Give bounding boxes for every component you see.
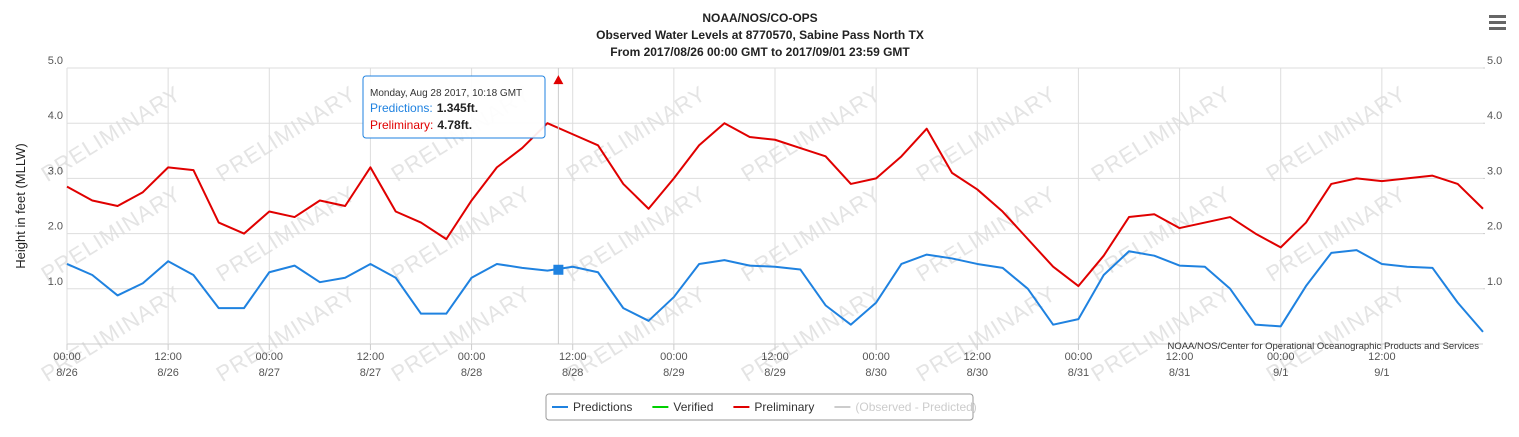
x-tick-label: 12:00 8/30 <box>964 351 992 379</box>
y2-tick-label: 5.0 <box>1487 55 1502 67</box>
legend-label: Verified <box>673 400 713 414</box>
legend-item[interactable]: (Observed - Predicted) <box>834 400 977 414</box>
y-axis-label: Height in feet (MLLW) <box>13 143 28 268</box>
watermark: PRELIMINARY <box>1262 81 1411 187</box>
legend-label: (Observed - Predicted) <box>855 400 976 414</box>
y-tick-label: 3.0 <box>48 165 63 177</box>
x-tick-label: 12:00 8/31 <box>1166 351 1194 379</box>
watermark: PRELIMINARY <box>562 81 711 187</box>
x-tick-label: 00:00 8/31 <box>1065 351 1093 379</box>
x-tick-label: 00:00 8/29 <box>660 351 688 379</box>
legend-label: Predictions <box>573 400 632 414</box>
legend-box <box>545 393 974 421</box>
x-tick-label: 00:00 8/27 <box>256 351 284 379</box>
x-tick-label: 00:00 9/1 <box>1267 351 1295 379</box>
watermark: PRELIMINARY <box>1087 281 1236 387</box>
legend-item[interactable]: Preliminary <box>733 400 814 414</box>
series-line <box>66 122 1484 288</box>
series-line <box>66 249 1484 333</box>
x-tick-label: 12:00 8/27 <box>357 351 385 379</box>
y2-tick-label: 2.0 <box>1487 221 1502 233</box>
watermark: PRELIMINARY <box>212 81 361 187</box>
x-tick-label: 12:00 8/29 <box>761 351 789 379</box>
tooltip-name: Preliminary: <box>370 118 433 132</box>
watermark: PRELIMINARY <box>737 281 886 387</box>
hover-marker <box>553 264 564 275</box>
tooltip-box <box>362 75 546 139</box>
chart-subtitle: From 2017/08/26 00:00 GMT to 2017/09/01 … <box>610 45 910 59</box>
x-tick-label: 00:00 8/28 <box>458 351 486 379</box>
tooltip-value: 4.78ft. <box>437 118 472 132</box>
menu-bar <box>1489 21 1506 24</box>
watermark: PRELIMINARY <box>912 81 1061 187</box>
tooltip-value: 1.345ft. <box>437 101 478 115</box>
y-tick-label: 1.0 <box>48 276 63 288</box>
credit: NOAA/NOS/Center for Operational Oceanogr… <box>1167 341 1479 352</box>
x-tick-label: 00:00 8/30 <box>862 351 890 379</box>
legend-item[interactable]: Predictions <box>552 400 632 414</box>
y-tick-label: 5.0 <box>48 55 63 67</box>
menu-bar <box>1489 15 1506 18</box>
hover-marker <box>553 75 564 85</box>
menu-bar <box>1489 27 1506 30</box>
y2-tick-label: 1.0 <box>1487 276 1502 288</box>
y-tick-label: 4.0 <box>48 110 63 122</box>
chart-title: NOAA/NOS/CO-OPS <box>702 11 817 25</box>
tooltip-name: Predictions: <box>370 101 433 115</box>
watermark: PRELIMINARY <box>562 281 711 387</box>
y2-tick-label: 3.0 <box>1487 165 1502 177</box>
chart-subtitle: Observed Water Levels at 8770570, Sabine… <box>596 28 924 42</box>
watermark: PRELIMINARY <box>737 81 886 187</box>
x-tick-label: 00:00 8/26 <box>53 351 81 379</box>
menu-button[interactable] <box>1489 15 1506 30</box>
watermark: PRELIMINARY <box>1087 81 1236 187</box>
x-tick-label: 12:00 8/28 <box>559 351 587 379</box>
y2-tick-label: 4.0 <box>1487 110 1502 122</box>
tooltip-title: Monday, Aug 28 2017, 10:18 GMT <box>370 88 522 99</box>
y-tick-label: 2.0 <box>48 221 63 233</box>
watermark: PRELIMINARY <box>212 281 361 387</box>
legend-item[interactable]: Verified <box>652 400 713 414</box>
legend-label: Preliminary <box>754 400 814 414</box>
x-tick-label: 12:00 8/26 <box>154 351 182 379</box>
x-tick-label: 12:00 9/1 <box>1368 351 1396 379</box>
